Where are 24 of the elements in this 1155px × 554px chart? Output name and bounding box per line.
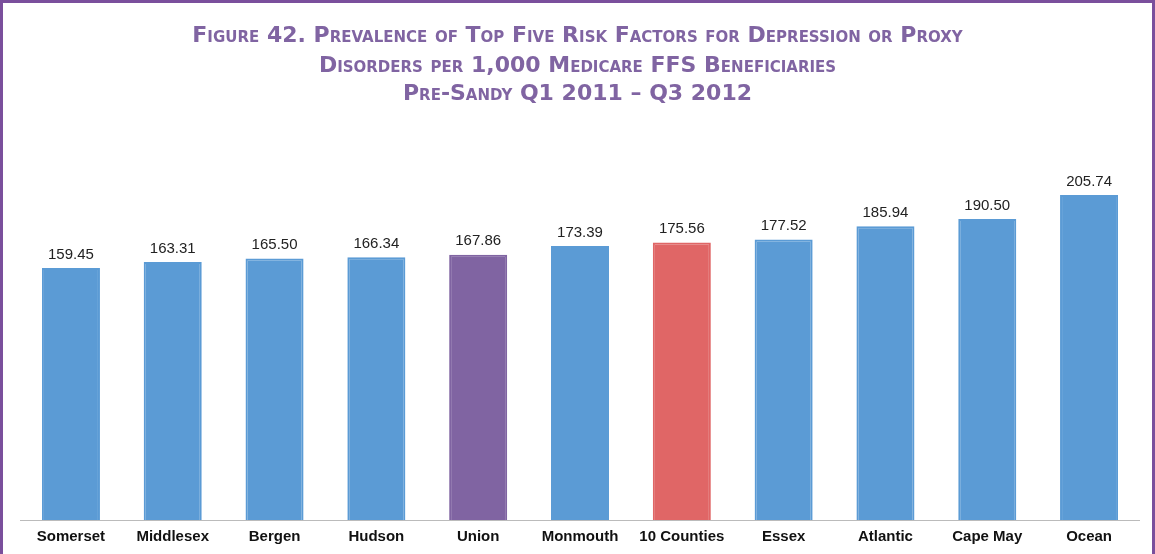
x-tick-label: Somerset xyxy=(36,527,106,545)
data-label: 173.39 xyxy=(557,222,603,240)
x-tick-label: Ocean xyxy=(1066,527,1113,545)
x-tick-label: Hudson xyxy=(348,527,405,545)
data-label: 159.45 xyxy=(47,244,94,262)
data-label: 175.56 xyxy=(658,219,705,237)
data-label: 177.52 xyxy=(760,216,807,234)
data-label: 167.86 xyxy=(455,231,502,249)
x-tick-label: Bergen xyxy=(248,527,301,545)
x-tick-label: Monmouth xyxy=(541,527,619,545)
data-label: 166.34 xyxy=(353,233,400,251)
data-label: 165.50 xyxy=(251,235,298,253)
data-label: 190.50 xyxy=(964,195,1011,213)
x-tick-label: Essex xyxy=(761,527,806,545)
data-label: 185.94 xyxy=(862,202,909,220)
x-tick-label: Atlantic xyxy=(857,527,913,545)
x-tick-label: 10 Counties xyxy=(639,527,725,545)
data-label: 163.31 xyxy=(149,238,196,256)
x-tick-label: Cape May xyxy=(952,527,1023,545)
x-tick-label: Union xyxy=(456,527,500,545)
chart-subtitle: Pre-Sandy Q1 2011 – Q3 2012 xyxy=(401,80,754,105)
chart-title: Figure 42. Prevalence of Top Five Risk Factors for Depression or Proxy Disorders per 1,000 Medicare FFS Beneficiaries xyxy=(191,21,964,79)
x-tick-label: Middlesex xyxy=(136,527,210,545)
data-label: 205.74 xyxy=(1066,171,1113,189)
